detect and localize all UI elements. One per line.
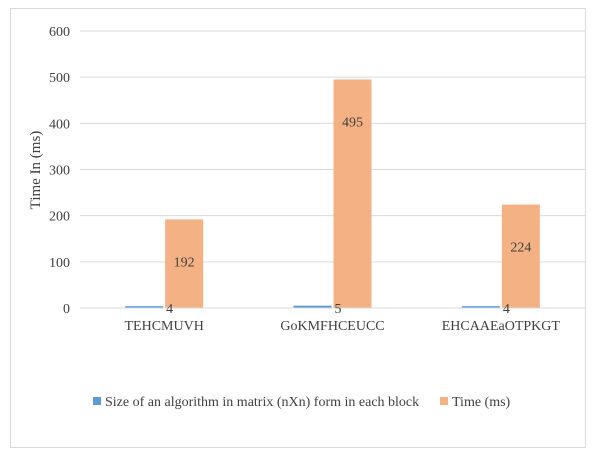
legend-swatch (93, 397, 101, 405)
data-label: 495 (342, 115, 363, 130)
legend-label: Time (ms) (452, 395, 511, 410)
x-category-label: EHCAAEaOTPKGT (442, 319, 561, 334)
data-label: 4 (166, 302, 173, 317)
y-tick-label: 500 (49, 71, 70, 86)
y-tick-label: 200 (49, 210, 70, 225)
data-label: 4 (503, 302, 510, 317)
y-tick-label: 400 (49, 117, 70, 132)
data-label: 192 (174, 255, 195, 270)
y-axis-ticks: 0 100 200 300 400 500 600 (49, 25, 70, 317)
bar-size (125, 306, 164, 308)
data-label: 224 (510, 241, 531, 256)
bar-size (293, 305, 332, 308)
data-label: 5 (335, 302, 342, 317)
bar-time (165, 219, 204, 308)
chart-frame (10, 8, 586, 448)
x-axis-categories: TEHCMUVH GoKMFHCEUCC EHCAAEaOTPKGT (124, 319, 560, 334)
y-tick-label: 0 (63, 302, 70, 317)
bar-size (461, 306, 500, 308)
x-category-label: TEHCMUVH (124, 319, 203, 334)
x-category-label: GoKMFHCEUCC (280, 319, 384, 334)
data-labels: 4 192 5 495 4 224 (166, 115, 531, 317)
y-axis-title: Time In (ms) (28, 131, 44, 210)
bar-time (501, 204, 540, 308)
y-tick-label: 300 (49, 164, 70, 179)
gridlines (80, 30, 585, 263)
bar-time (333, 79, 372, 308)
bars (125, 79, 540, 308)
y-tick-label: 600 (49, 25, 70, 40)
y-tick-label: 100 (49, 256, 70, 271)
legend-swatch (440, 397, 448, 405)
legend: Size of an algorithm in matrix (nXn) for… (93, 395, 511, 410)
legend-label: Size of an algorithm in matrix (nXn) for… (105, 395, 419, 410)
